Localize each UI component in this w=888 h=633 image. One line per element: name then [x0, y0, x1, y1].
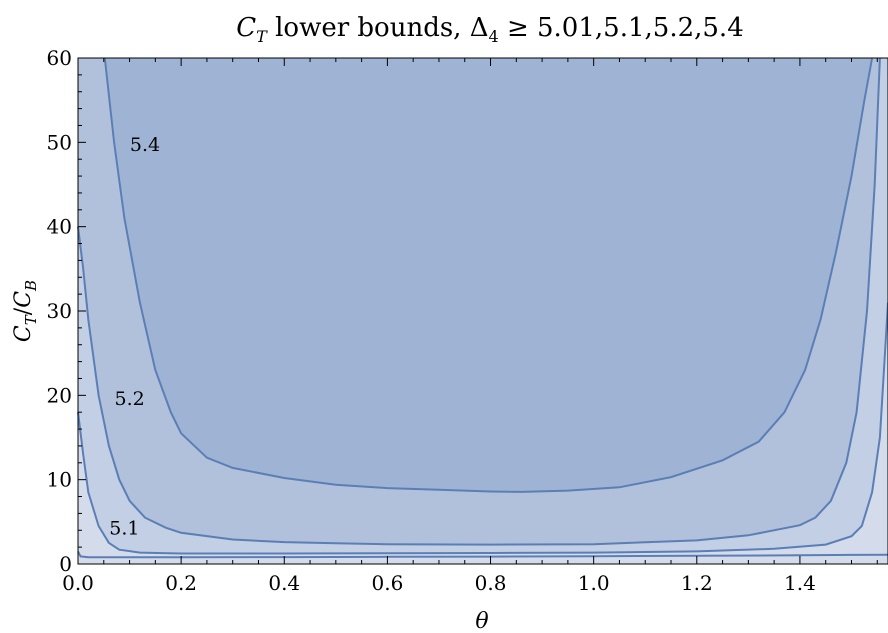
y-tick-label: 30	[47, 299, 72, 323]
y-tick-label: 10	[47, 468, 72, 492]
curve-5.01	[77, 550, 888, 559]
bound-curves	[77, 57, 888, 559]
x-tick-label: 0.2	[165, 571, 197, 595]
x-tick-label: 1.0	[578, 571, 610, 595]
curve-5.2	[77, 57, 881, 546]
y-axis-label: CT/CB	[11, 280, 40, 342]
curve-labels: 5.1 5.2 5.4	[109, 134, 160, 540]
curve-label-5.2: 5.2	[114, 388, 144, 410]
x-tick-label: 1.4	[784, 571, 816, 595]
curve-5.4	[103, 57, 874, 493]
x-tick-label: 1.2	[681, 571, 713, 595]
x-tick-label: 0.4	[268, 571, 300, 595]
y-tick-label: 40	[47, 215, 72, 239]
x-axis-label: θ	[475, 609, 488, 633]
x-tick-label: 0.8	[475, 571, 507, 595]
curve-label-5.1: 5.1	[109, 518, 139, 540]
x-tick-label: 0.6	[371, 571, 403, 595]
curve-5.1	[77, 302, 888, 555]
y-tick-label: 20	[47, 383, 72, 407]
y-tick-label: 60	[47, 46, 72, 70]
chart-title: CT lower bounds, Δ4 ≥ 5.01,5.1,5.2,5.4	[236, 13, 743, 46]
x-axis-ticks: 0.0 0.2 0.4 0.6 0.8 1.0 1.2 1.4	[62, 58, 878, 595]
region-fills	[78, 58, 888, 564]
y-axis-ticks: 0 10 20 30 40 50 60	[47, 46, 86, 576]
x-tick-label: 0.0	[62, 571, 94, 595]
region-5.4	[104, 58, 873, 492]
y-tick-label: 50	[47, 130, 72, 154]
curve-label-5.4: 5.4	[130, 134, 160, 156]
y-tick-label: 0	[59, 552, 72, 576]
